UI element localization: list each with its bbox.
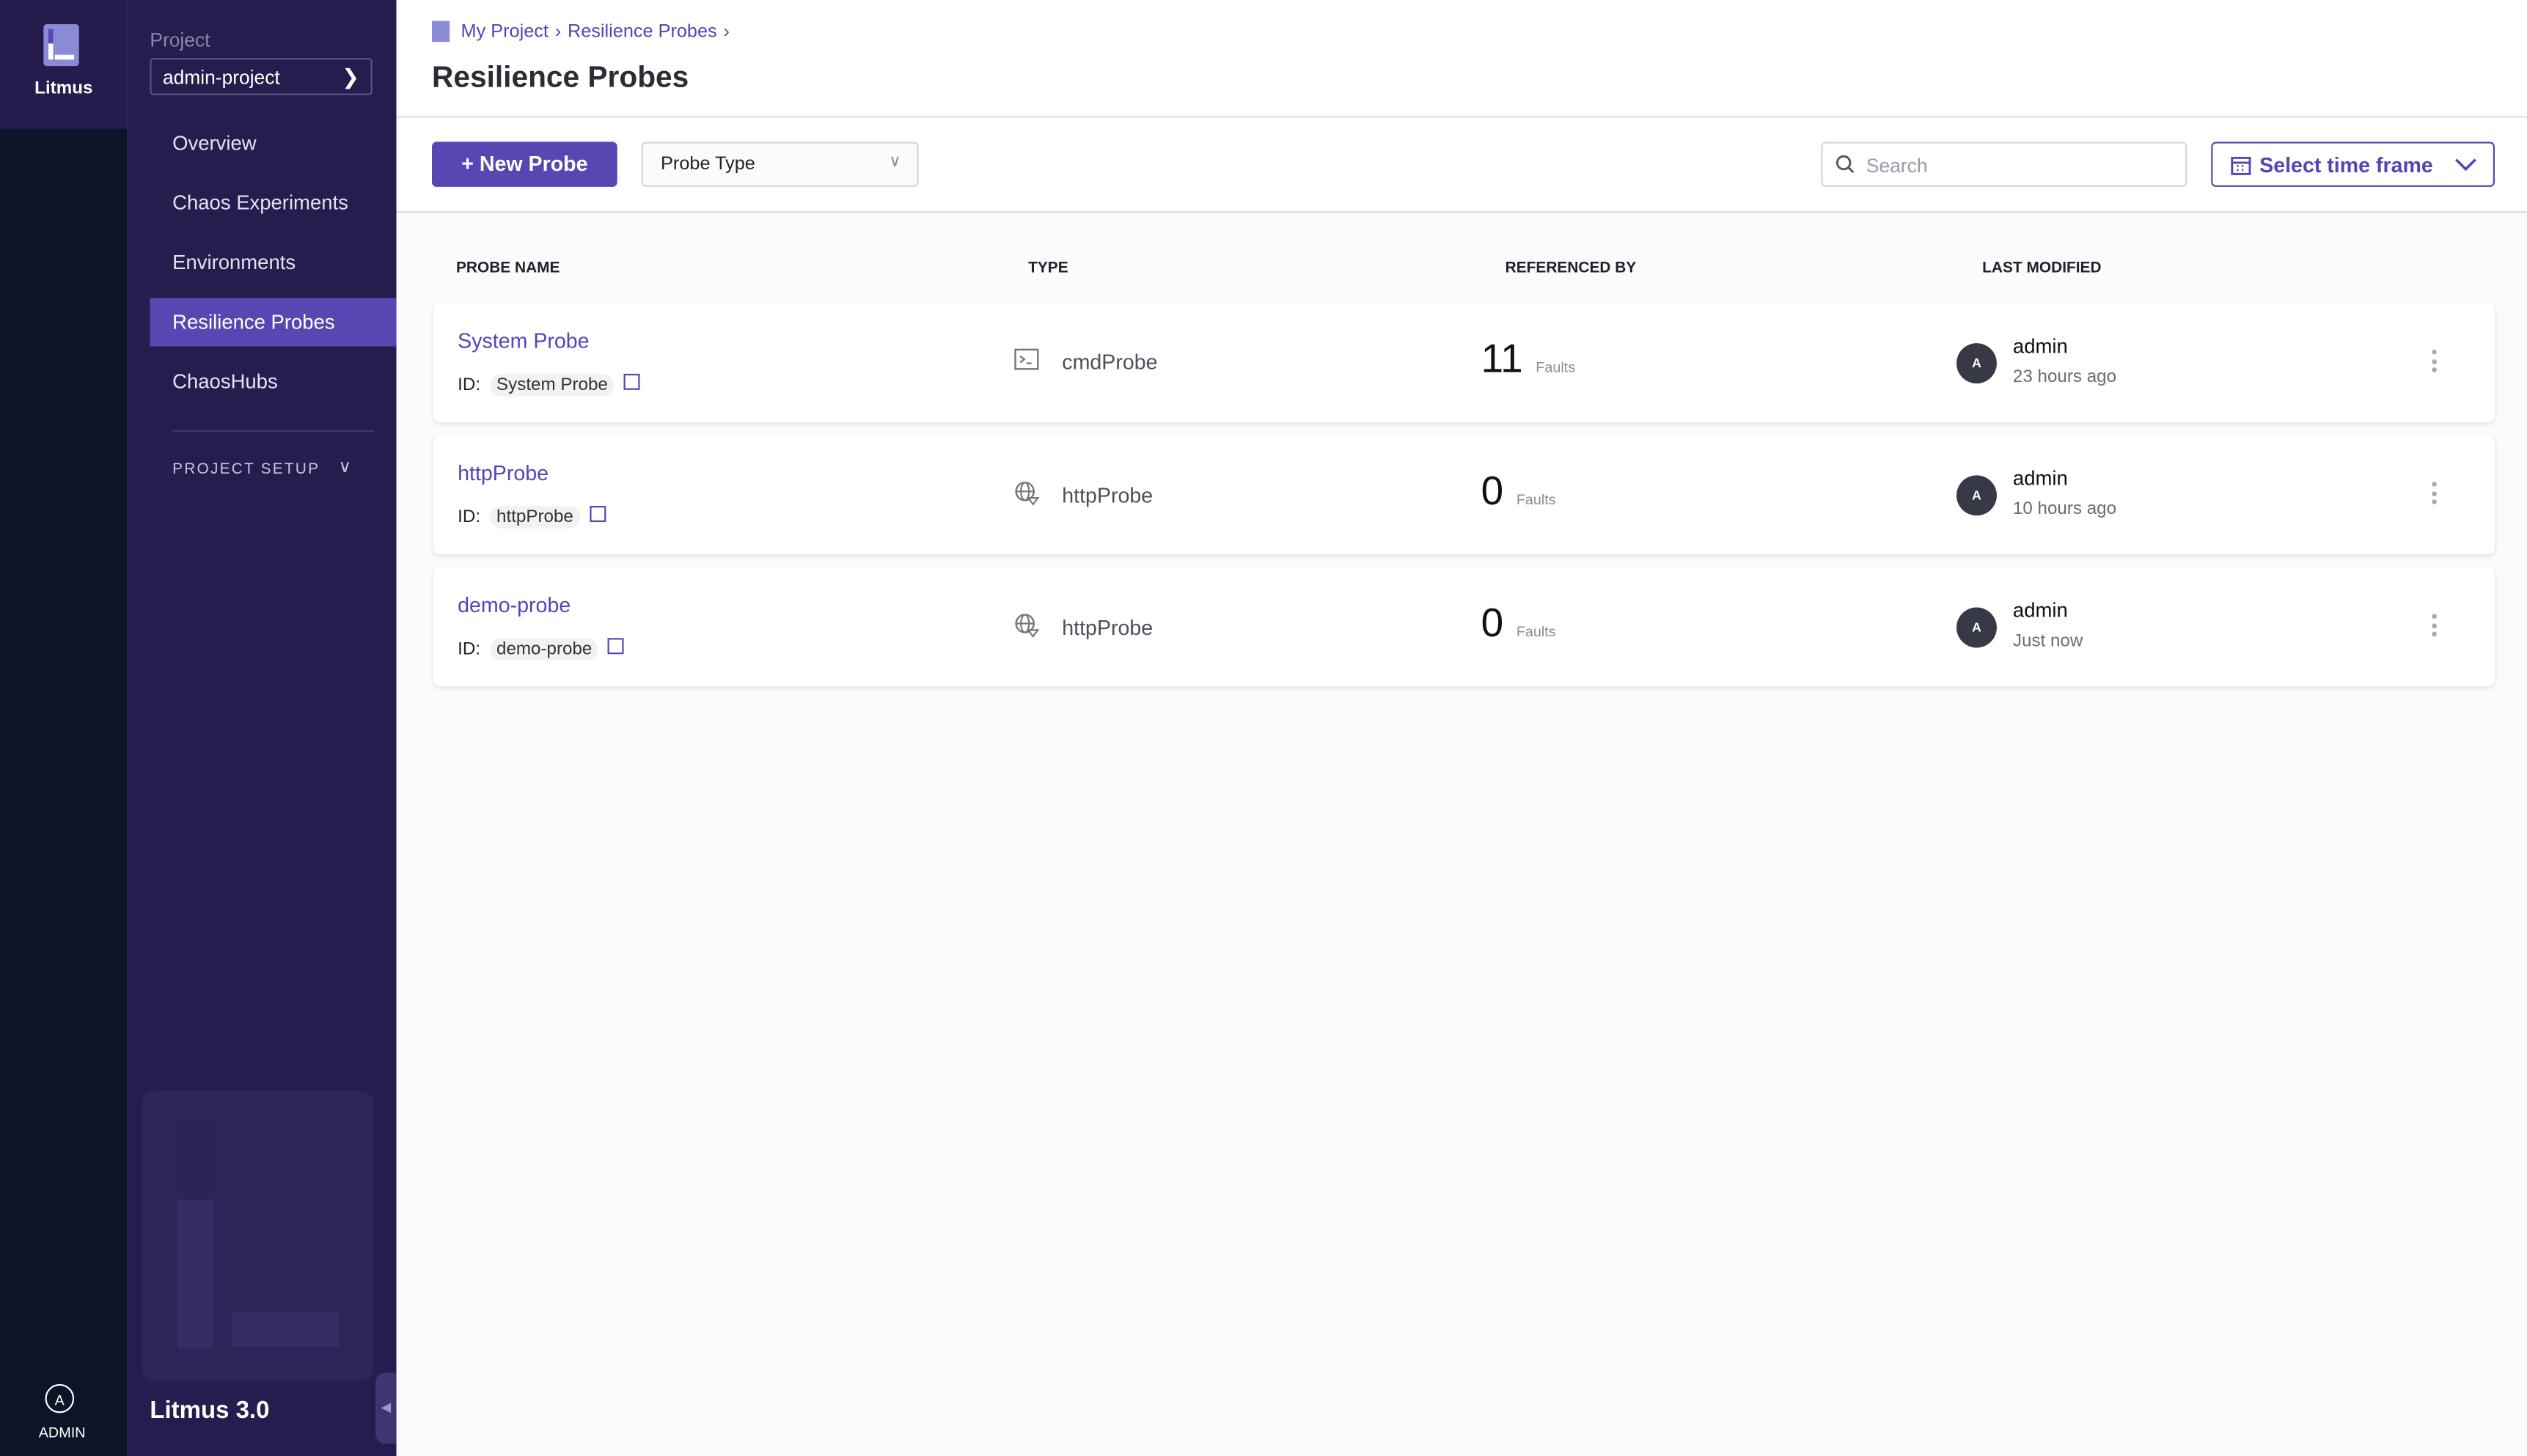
- chevron-down-icon: [2455, 158, 2476, 172]
- project-setup-section[interactable]: PROJECT SETUP: [172, 460, 320, 479]
- user-avatar[interactable]: A: [45, 1383, 75, 1413]
- table-row[interactable]: System Probe ID: System Probe cmdProbe 11…: [433, 303, 2495, 422]
- sidebar-item-resilience-probes[interactable]: Resilience Probes: [150, 298, 397, 347]
- probe-id-value: System Probe: [490, 373, 615, 397]
- column-last-modified: LAST MODIFIED: [1982, 259, 2102, 278]
- fault-count: 0: [1481, 600, 1504, 647]
- chevron-right-icon: ❯: [342, 64, 360, 89]
- probe-id: ID: httpProbe: [458, 506, 606, 529]
- toolbar: + New Probe Probe Type ∨ Search Select ti…: [396, 117, 2527, 213]
- new-probe-button[interactable]: + New Probe: [431, 141, 617, 187]
- table-row[interactable]: httpProbe ID: httpProbe httpProbe 0 Faults…: [433, 435, 2495, 555]
- search-placeholder: Search: [1866, 154, 1928, 177]
- copy-icon[interactable]: [608, 638, 625, 655]
- modified-time: 10 hours ago: [2012, 499, 2117, 519]
- user-label: ADMIN: [38, 1424, 86, 1441]
- column-probe-name: PROBE NAME: [455, 259, 560, 278]
- calendar-icon: [2231, 156, 2251, 175]
- version-label: Litmus 3.0: [150, 1397, 270, 1424]
- probe-id-value: httpProbe: [490, 506, 580, 529]
- chevron-down-icon[interactable]: ∨: [338, 457, 352, 477]
- search-input[interactable]: Search: [1821, 141, 2187, 187]
- modified-by: admin: [2012, 467, 2068, 490]
- faults-label: Faults: [1516, 491, 1556, 508]
- id-label: ID:: [458, 507, 481, 527]
- probe-type-value: Probe Type: [661, 154, 755, 174]
- time-frame-label: Select time frame: [2259, 152, 2433, 177]
- probe-type-label: httpProbe: [1062, 615, 1154, 640]
- modified-time: Just now: [2012, 631, 2083, 651]
- modified-by: admin: [2012, 335, 2068, 358]
- copy-icon[interactable]: [589, 506, 606, 523]
- id-label: ID:: [458, 375, 481, 395]
- breadcrumb-resilience-probes[interactable]: Resilience Probes: [567, 21, 717, 42]
- probe-name-link[interactable]: demo-probe: [458, 592, 571, 617]
- main-content: My Project › Resilience Probes › Resilienc…: [396, 0, 2527, 1456]
- brand-block[interactable]: Litmus: [0, 0, 128, 129]
- project-value: admin-project: [162, 66, 280, 89]
- probe-id: ID: System Probe: [458, 373, 640, 397]
- plus-icon: +: [461, 151, 480, 176]
- sidebar-item-chaoshubs[interactable]: ChaosHubs: [172, 370, 278, 394]
- probe-id-value: demo-probe: [490, 638, 599, 661]
- more-options-icon[interactable]: [2430, 614, 2440, 640]
- search-icon: [1835, 155, 1855, 174]
- project-label: Project: [150, 29, 210, 52]
- page-title: Resilience Probes: [431, 59, 689, 94]
- breadcrumb-my-project[interactable]: My Project: [461, 21, 549, 42]
- faults-label: Faults: [1516, 623, 1556, 640]
- terminal-icon: [1013, 348, 1039, 375]
- probe-name-link[interactable]: System Probe: [458, 328, 590, 353]
- breadcrumb: My Project › Resilience Probes ›: [431, 21, 730, 43]
- avatar: A: [1956, 343, 1997, 384]
- fault-count: 0: [1481, 468, 1504, 515]
- project-icon: [431, 21, 450, 43]
- more-options-icon[interactable]: [2430, 482, 2440, 508]
- probe-type-label: cmdProbe: [1062, 349, 1158, 374]
- modified-by: admin: [2012, 599, 2068, 622]
- referenced-by: 0 Faults: [1481, 601, 1556, 648]
- globe-icon: [1013, 480, 1040, 511]
- fault-count: 11: [1481, 337, 1523, 382]
- collapse-sidebar-button[interactable]: ◀: [375, 1372, 397, 1444]
- chevron-right-icon: ›: [554, 21, 562, 42]
- copy-icon[interactable]: [623, 373, 640, 390]
- litmus-logo-icon: [43, 23, 79, 67]
- chevron-down-icon: ∨: [889, 152, 901, 171]
- modified-time: 23 hours ago: [2012, 367, 2117, 387]
- probe-type-label: httpProbe: [1062, 483, 1154, 508]
- page-header: My Project › Resilience Probes › Resilienc…: [396, 0, 2527, 118]
- probe-type: cmdProbe: [1013, 348, 1157, 375]
- globe-icon: [1013, 612, 1040, 643]
- sidebar-item-environments[interactable]: Environments: [172, 251, 296, 274]
- new-probe-label: New Probe: [479, 151, 588, 176]
- column-referenced-by: REFERENCED BY: [1505, 259, 1637, 278]
- referenced-by: 11 Faults: [1481, 337, 1575, 383]
- sidebar-item-overview[interactable]: Overview: [172, 132, 257, 155]
- column-type: TYPE: [1028, 259, 1068, 278]
- litmus-watermark-icon: [142, 1090, 374, 1381]
- chevron-right-icon: ›: [723, 21, 730, 42]
- referenced-by: 0 Faults: [1481, 469, 1556, 516]
- probe-name-link[interactable]: httpProbe: [458, 460, 549, 485]
- time-frame-button[interactable]: Select time frame: [2211, 141, 2495, 187]
- sidebar: Project admin-project ❯ Overview Chaos Ex…: [127, 0, 397, 1456]
- faults-label: Faults: [1536, 359, 1576, 376]
- probe-type-dropdown[interactable]: Probe Type ∨: [641, 141, 919, 187]
- project-selector[interactable]: admin-project ❯: [150, 58, 373, 95]
- probe-type: httpProbe: [1013, 612, 1153, 643]
- avatar: A: [1956, 475, 1997, 516]
- table-row[interactable]: demo-probe ID: demo-probe httpProbe 0 Faul…: [433, 567, 2495, 687]
- avatar: A: [1956, 607, 1997, 648]
- more-options-icon[interactable]: [2430, 349, 2440, 376]
- divider: [172, 430, 374, 432]
- probe-type: httpProbe: [1013, 480, 1153, 511]
- brand-name: Litmus: [34, 78, 93, 99]
- probe-id: ID: demo-probe: [458, 638, 625, 661]
- app-rail: Litmus A ADMIN: [0, 0, 128, 1456]
- sidebar-item-chaos-experiments[interactable]: Chaos Experiments: [172, 191, 348, 215]
- id-label: ID:: [458, 639, 481, 659]
